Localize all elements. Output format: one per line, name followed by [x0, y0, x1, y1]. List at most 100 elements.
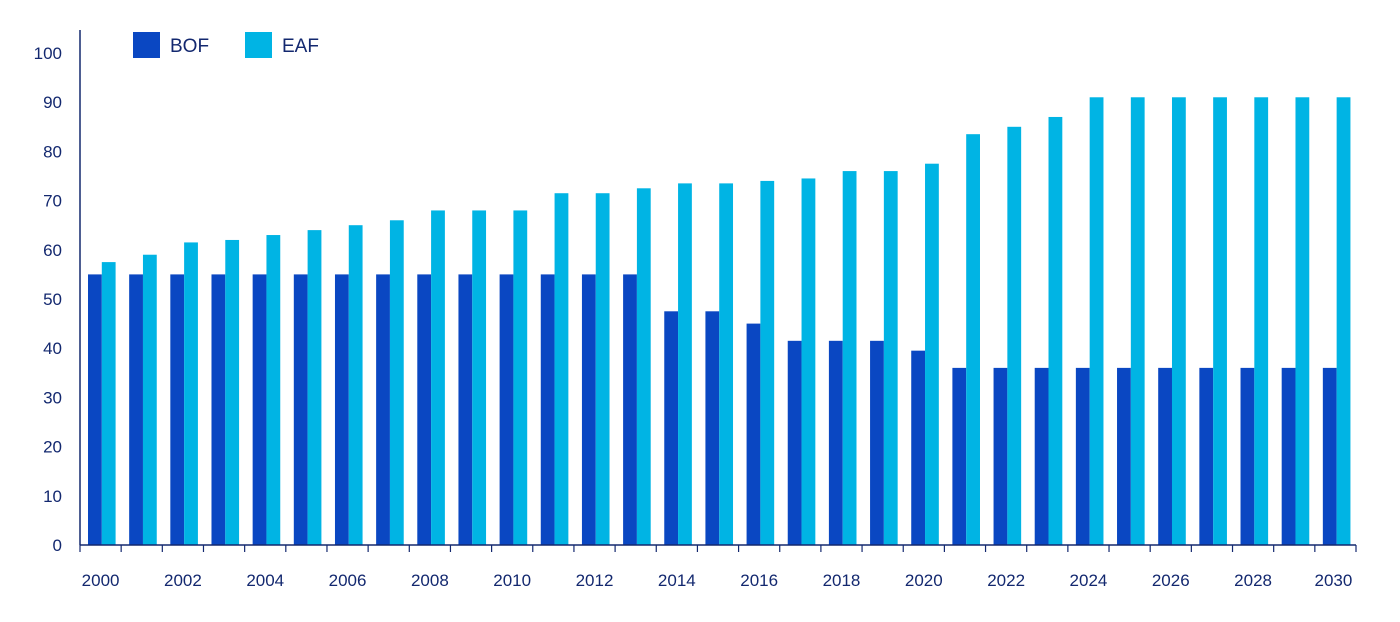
x-tick-label: 2006 [329, 571, 367, 590]
bar-bof-2010 [499, 274, 514, 545]
bar-eaf-2008 [431, 210, 445, 545]
series-bof [88, 274, 1337, 545]
bar-bof-2006 [334, 274, 349, 545]
bar-eaf-2018 [842, 171, 857, 545]
bar-eaf-2028 [1254, 97, 1269, 545]
y-tick-label: 30 [43, 388, 62, 407]
bar-eaf-2011 [554, 193, 569, 545]
y-tick-label: 0 [53, 536, 62, 555]
bar-eaf-2020 [925, 163, 939, 545]
bar-eaf-2009 [472, 210, 487, 545]
legend-swatch-eaf [245, 32, 272, 58]
bar-eaf-2002 [184, 242, 198, 546]
legend-label-bof: BOF [170, 36, 209, 57]
x-tick-label: 2018 [823, 571, 861, 590]
bar-eaf-2001 [142, 254, 157, 545]
y-axis: 0 10 20 30 40 50 60 70 80 90 100 [34, 30, 81, 555]
bar-bof-2021 [952, 367, 967, 545]
x-tick-label: 2014 [658, 571, 696, 590]
bar-eaf-2010 [513, 210, 528, 545]
bar-eaf-2013 [636, 188, 651, 546]
bar-bof-2012 [581, 274, 596, 545]
x-tick-label: 2010 [493, 571, 531, 590]
legend-label-eaf: EAF [282, 36, 319, 57]
bar-eaf-2004 [266, 235, 281, 546]
y-tick-label: 100 [34, 44, 62, 63]
x-tick-label: 2000 [82, 571, 120, 590]
bar-eaf-2021 [966, 134, 980, 545]
bar-eaf-2014 [678, 183, 692, 545]
bar-bof-2007 [376, 274, 390, 545]
bar-bof-2004 [252, 274, 267, 545]
bar-eaf-2003 [225, 239, 240, 545]
x-tick-label: 2008 [411, 571, 449, 590]
x-tick-label: 2022 [987, 571, 1025, 590]
x-tick-label: 2020 [905, 571, 943, 590]
bar-eaf-2015 [719, 183, 734, 545]
bar-bof-2002 [170, 274, 185, 545]
bar-bof-2029 [1281, 367, 1296, 545]
bar-bof-2022 [993, 367, 1008, 545]
legend-swatch-bof [133, 32, 160, 58]
bar-bof-2027 [1199, 367, 1214, 545]
bar-eaf-2006 [348, 225, 363, 545]
bar-bof-2019 [870, 340, 884, 545]
bar-bof-2011 [540, 274, 555, 545]
bar-bof-2015 [705, 311, 720, 545]
bar-eaf-2025 [1130, 97, 1145, 545]
x-tick-label: 2002 [164, 571, 202, 590]
bar-bof-2008 [417, 274, 432, 545]
y-tick-label: 80 [43, 142, 62, 161]
y-tick-label: 20 [43, 438, 62, 457]
bar-eaf-2027 [1213, 97, 1227, 545]
bar-bof-2014 [664, 311, 679, 545]
bar-bof-2028 [1240, 367, 1255, 545]
bar-eaf-2016 [760, 180, 775, 546]
bar-bof-2024 [1075, 367, 1090, 545]
y-tick-label: 40 [43, 339, 62, 358]
bar-eaf-2012 [595, 193, 610, 545]
bar-bof-2000 [88, 274, 102, 545]
bar-bof-2001 [129, 274, 143, 545]
bar-bof-2020 [911, 350, 926, 545]
bar-bof-2017 [787, 340, 802, 545]
x-axis: 2000 2002 2004 2006 2008 2010 2012 2014 2016 2018… [79, 544, 1357, 590]
y-tick-label: 70 [43, 192, 62, 211]
bar-eaf-2017 [801, 178, 816, 545]
bar-bof-2030 [1322, 367, 1337, 545]
y-tick-label: 60 [43, 241, 62, 260]
y-tick-label: 10 [43, 487, 62, 506]
bar-eaf-2007 [389, 220, 404, 545]
x-tick-label: 2030 [1315, 571, 1353, 590]
y-tick-label: 90 [43, 93, 62, 112]
bar-bof-2023 [1034, 367, 1049, 545]
bar-eaf-2000 [101, 262, 116, 545]
bar-bof-2003 [211, 274, 226, 545]
bar-bof-2025 [1117, 367, 1131, 545]
bar-bof-2013 [623, 274, 637, 545]
bar-eaf-2022 [1007, 126, 1022, 546]
bar-eaf-2005 [307, 230, 322, 545]
x-tick-label: 2012 [576, 571, 614, 590]
bar-eaf-2029 [1295, 97, 1310, 545]
x-tick-label: 2016 [740, 571, 778, 590]
bar-bof-2018 [828, 340, 843, 545]
bar-bof-2016 [746, 323, 761, 545]
bar-eaf-2023 [1048, 116, 1063, 546]
bar-eaf-2026 [1171, 97, 1186, 545]
x-tick-label: 2028 [1234, 571, 1272, 590]
bars [88, 97, 1351, 546]
x-tick-label: 2024 [1070, 571, 1108, 590]
bar-eaf-2019 [883, 171, 898, 545]
bar-bof-2005 [293, 274, 308, 545]
x-tick-label: 2026 [1152, 571, 1190, 590]
y-tick-label: 50 [43, 290, 62, 309]
bar-eaf-2024 [1089, 97, 1104, 545]
bar-bof-2026 [1158, 367, 1172, 545]
bar-bof-2009 [458, 274, 473, 545]
legend: BOF EAF [133, 32, 319, 58]
x-tick-label: 2004 [246, 571, 284, 590]
series-eaf [101, 97, 1351, 546]
